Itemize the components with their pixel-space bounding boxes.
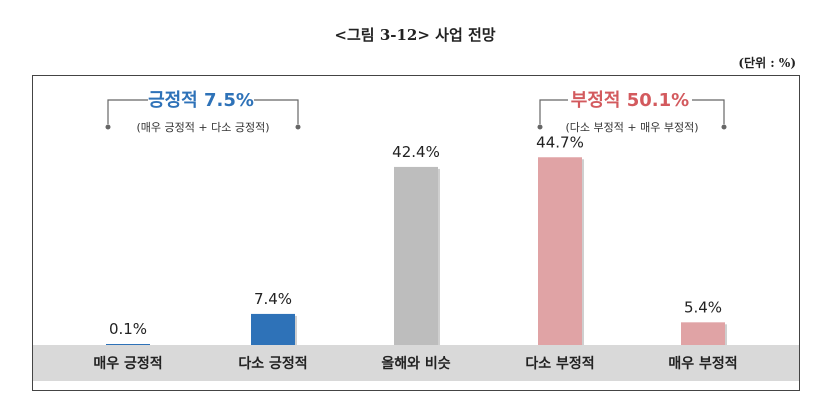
category-label-5: 매우 부정적: [668, 355, 737, 372]
positive-bracket-dot-left: [105, 124, 111, 130]
bar-series: 0.1% 매우 긍정적 7.4% 다소 긍정적 42.4% 올해와 비슷 44.7% 다소 부…: [93, 133, 737, 372]
category-label-2: 다소 긍정적: [238, 355, 307, 372]
data-label-5: 5.4%: [684, 298, 722, 316]
category-label-3: 올해와 비슷: [381, 355, 450, 372]
bar-3: [394, 166, 438, 345]
bar-2: [251, 313, 295, 345]
category-label-1: 매우 긍정적: [93, 355, 162, 372]
data-label-2: 7.4%: [254, 290, 292, 308]
negative-summary-title: 부정적 50.1%: [571, 90, 689, 111]
positive-bracket-line-right: [254, 99, 299, 124]
data-label-3: 42.4%: [392, 143, 440, 161]
data-label-4: 44.7%: [536, 133, 584, 151]
negative-bracket: 부정적 50.1% (다소 부정적 + 매우 부정적): [537, 90, 727, 134]
category-axis-band: [33, 345, 799, 381]
data-label-1: 0.1%: [109, 320, 147, 338]
chart-title: <그림 3-12> 사업 전망: [334, 26, 496, 44]
positive-bracket-line: [107, 99, 148, 124]
positive-bracket-dot-right: [295, 124, 301, 130]
chart-frame: [32, 75, 800, 391]
bar-4: [538, 157, 582, 345]
unit-label: (단위 : %): [738, 56, 796, 70]
category-label-4: 다소 부정적: [525, 355, 594, 372]
negative-bracket-line-right: [692, 99, 725, 124]
bar-1: [106, 344, 150, 345]
positive-summary-sub: (매우 긍정적 + 다소 긍정적): [137, 121, 270, 134]
positive-bracket: 긍정적 7.5% (매우 긍정적 + 다소 긍정적): [105, 90, 301, 134]
positive-summary-title: 긍정적 7.5%: [148, 90, 254, 111]
bar-5: [681, 322, 725, 345]
negative-bracket-dot-left: [537, 124, 543, 130]
negative-bracket-dot-right: [721, 124, 727, 130]
negative-summary-sub: (다소 부정적 + 매우 부정적): [566, 121, 699, 134]
negative-bracket-line: [539, 99, 568, 124]
